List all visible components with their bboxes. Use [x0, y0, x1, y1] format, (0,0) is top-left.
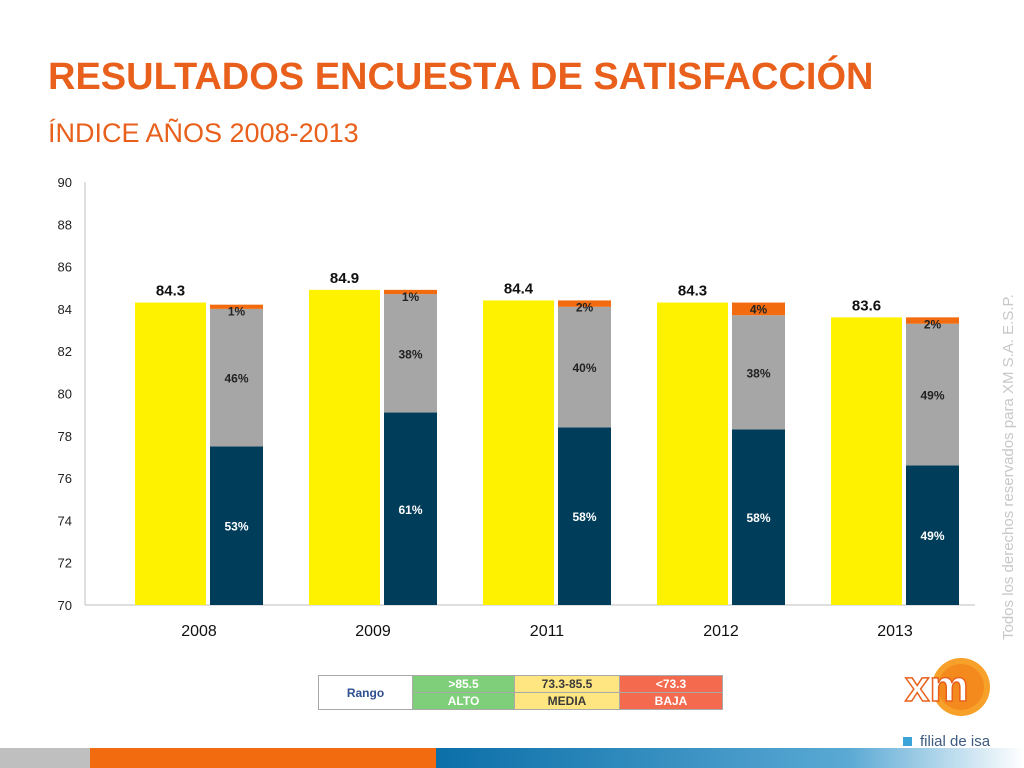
- stack-segment-media: [732, 315, 785, 430]
- stack-pct-label-baja: 2%: [924, 317, 942, 331]
- stack-pct-label-alto: 58%: [572, 510, 596, 524]
- index-bar: [309, 289, 380, 605]
- legend-name-baja: BAJA: [619, 692, 723, 710]
- stack-segment-baja: [906, 317, 959, 324]
- y-tick-label: 80: [58, 387, 72, 402]
- stack-pct-label-media: 38%: [746, 366, 770, 380]
- stack-segment-baja: [732, 302, 785, 316]
- stack-segment-alto: [210, 446, 263, 605]
- y-tick-label: 76: [58, 471, 72, 486]
- stack-segment-alto: [906, 465, 959, 605]
- stack-segment-media: [558, 306, 611, 428]
- x-tick-label: 2009: [355, 623, 391, 640]
- stack-segment-baja: [384, 289, 437, 295]
- stack-pct-label-alto: 58%: [746, 511, 770, 525]
- index-value-label: 84.4: [504, 280, 534, 297]
- legend-range-media: 73.3-85.5: [514, 675, 620, 693]
- x-tick-label: 2013: [877, 623, 913, 640]
- legend-range-alto: >85.5: [412, 675, 515, 693]
- index-bar: [831, 317, 902, 605]
- index-value-label: 84.9: [330, 270, 359, 287]
- stack-pct-label-alto: 53%: [224, 520, 248, 534]
- y-tick-label: 70: [58, 598, 72, 613]
- stack-pct-label-media: 40%: [572, 361, 596, 375]
- x-tick-label: 2011: [530, 623, 565, 640]
- stack-segment-media: [906, 323, 959, 466]
- stack-pct-label-baja: 1%: [402, 290, 420, 304]
- page-subtitle: ÍNDICE AÑOS 2008-2013: [48, 118, 359, 148]
- copyright-text: Todos los derechos reservados para XM S.…: [1000, 294, 1017, 640]
- stack-pct-label-alto: 49%: [920, 529, 944, 543]
- x-tick-label: 2012: [703, 623, 739, 640]
- index-bar: [657, 302, 728, 605]
- range-legend: Rango >85.5 73.3-85.5 <73.3 ALTO MEDIA B…: [318, 675, 723, 710]
- stack-segment-baja: [210, 304, 263, 309]
- filial-label: filial de isa: [903, 733, 990, 750]
- stack-segment-alto: [384, 412, 437, 605]
- y-tick-label: 78: [58, 429, 72, 444]
- legend-range-baja: <73.3: [619, 675, 723, 693]
- stack-pct-label-media: 46%: [224, 372, 248, 386]
- logo-text: xm: [905, 662, 969, 711]
- legend-name-alto: ALTO: [412, 692, 515, 710]
- stack-pct-label-baja: 1%: [228, 305, 246, 319]
- index-value-label: 83.6: [852, 297, 881, 314]
- legend-name-media: MEDIA: [514, 692, 620, 710]
- legend-label: Rango: [318, 675, 413, 710]
- x-tick-label: 2008: [181, 623, 217, 640]
- stack-pct-label-media: 49%: [920, 389, 944, 403]
- index-value-label: 84.3: [678, 283, 707, 300]
- stack-pct-label-baja: 2%: [576, 300, 594, 314]
- y-tick-label: 82: [58, 344, 72, 359]
- y-tick-label: 84: [58, 302, 72, 317]
- stack-segment-media: [384, 294, 437, 413]
- index-bar: [483, 300, 554, 605]
- stack-segment-alto: [732, 429, 785, 605]
- filial-text: filial de isa: [920, 733, 991, 750]
- y-tick-label: 88: [58, 217, 72, 232]
- stack-pct-label-baja: 4%: [750, 303, 768, 317]
- bottom-decor-bar: [0, 748, 1024, 768]
- page-title: RESULTADOS ENCUESTA DE SATISFACCIÓN: [48, 56, 874, 98]
- xm-logo: xm: [904, 658, 990, 716]
- y-tick-label: 86: [58, 260, 72, 275]
- y-tick-label: 74: [58, 513, 72, 528]
- satisfaction-index-chart: 70 72 74 76 78 80 82 84 86 88 90 84.3 53% 46% 1% 2008 84…: [58, 175, 975, 640]
- index-value-label: 84.3: [156, 283, 185, 300]
- stack-pct-label-alto: 61%: [398, 503, 422, 517]
- index-bar: [135, 302, 206, 605]
- y-tick-label: 72: [58, 556, 72, 571]
- stack-segment-alto: [558, 427, 611, 605]
- stack-pct-label-media: 38%: [398, 347, 422, 361]
- y-tick-label: 90: [58, 175, 72, 190]
- stack-segment-baja: [558, 300, 611, 307]
- filial-square-icon: [903, 737, 912, 746]
- stack-segment-media: [210, 308, 263, 447]
